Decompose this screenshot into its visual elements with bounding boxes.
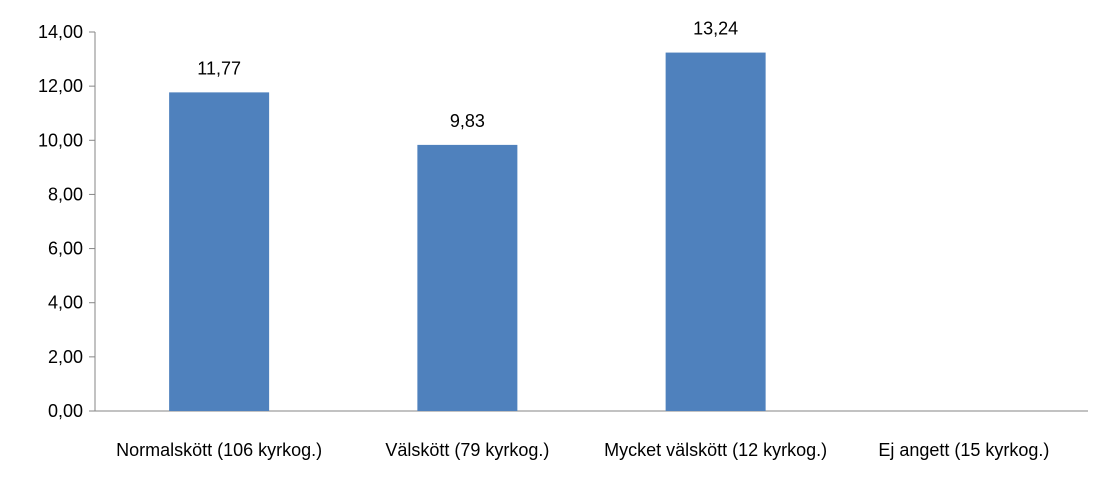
bar [665,52,766,412]
y-tick-label: 14,00 [38,22,83,42]
x-tick-label: Välskött (79 kyrkog.) [385,440,549,460]
data-label: 9,83 [450,111,485,131]
bar [417,144,518,411]
y-tick-label: 8,00 [48,184,83,204]
x-tick-label: Mycket välskött (12 kyrkog.) [604,440,827,460]
y-tick-label: 2,00 [48,347,83,367]
data-label: 13,24 [693,19,738,39]
x-tick-label: Ej angett (15 kyrkog.) [878,440,1049,460]
x-tick-label: Normalskött (106 kyrkog.) [116,440,322,460]
data-label: 11,77 [197,58,241,78]
bar [169,92,270,411]
y-tick-label: 10,00 [38,130,83,150]
y-tick-label: 4,00 [48,293,83,313]
y-tick-label: 0,00 [48,401,83,421]
y-tick-label: 12,00 [38,76,83,96]
y-tick-label: 6,00 [48,239,83,259]
